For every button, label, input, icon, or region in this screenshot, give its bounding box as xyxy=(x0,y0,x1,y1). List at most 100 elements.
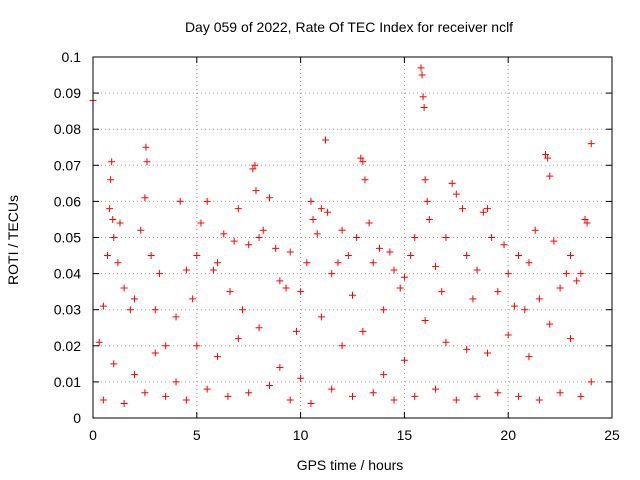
data-point xyxy=(286,396,294,404)
data-point xyxy=(566,335,574,343)
data-point xyxy=(297,288,305,296)
data-point xyxy=(230,237,238,245)
data-point xyxy=(141,194,149,202)
data-point xyxy=(535,295,543,303)
data-point xyxy=(483,349,491,357)
y-axis-ticks: 0 0.01 0.02 0.03 0.04 0.05 0.06 0.07 0.08 0.09 0.1 xyxy=(54,49,612,426)
data-point xyxy=(542,150,550,158)
data-point xyxy=(110,360,118,368)
data-point xyxy=(182,266,190,274)
data-point xyxy=(106,205,114,213)
data-point xyxy=(317,205,325,213)
data-point xyxy=(142,143,150,151)
data-point xyxy=(411,234,419,241)
data-point xyxy=(214,259,222,267)
data-point xyxy=(226,288,234,296)
data-point xyxy=(407,252,415,260)
y-tick-label: 0.02 xyxy=(54,338,81,354)
data-point xyxy=(259,226,267,234)
y-tick-label: 0 xyxy=(73,410,81,426)
data-point xyxy=(126,306,134,314)
y-tick-label: 0.05 xyxy=(54,230,81,246)
data-point xyxy=(338,226,346,234)
data-point xyxy=(400,356,408,364)
data-point xyxy=(577,270,585,278)
data-point xyxy=(463,345,471,353)
data-point xyxy=(535,396,543,404)
data-point xyxy=(500,241,508,249)
data-point xyxy=(193,252,201,260)
data-point xyxy=(473,392,481,400)
data-point xyxy=(162,392,170,400)
data-point xyxy=(255,234,263,241)
data-point xyxy=(432,385,440,393)
data-point xyxy=(359,327,367,335)
data-point xyxy=(322,136,330,144)
data-point xyxy=(116,219,124,227)
data-point xyxy=(390,396,398,404)
data-point xyxy=(459,205,467,213)
data-point xyxy=(172,378,180,386)
data-point xyxy=(155,270,163,278)
data-point xyxy=(95,338,103,346)
data-point xyxy=(147,252,155,260)
data-point xyxy=(151,306,159,314)
data-point xyxy=(272,244,280,252)
data-point xyxy=(525,353,533,361)
data-point xyxy=(344,252,352,260)
y-axis-title: ROTI / TECUs xyxy=(5,195,21,285)
data-point xyxy=(583,219,591,227)
data-point xyxy=(193,342,201,350)
data-point xyxy=(386,248,394,256)
data-point xyxy=(396,284,404,292)
x-tick-label: 10 xyxy=(293,427,309,443)
data-point xyxy=(276,363,284,371)
data-point xyxy=(265,194,273,202)
data-point xyxy=(587,140,595,148)
x-tick-label: 5 xyxy=(193,427,201,443)
data-point xyxy=(479,208,487,216)
data-point xyxy=(483,205,491,213)
data-point xyxy=(309,215,317,223)
data-point xyxy=(432,262,440,270)
data-point xyxy=(249,165,257,173)
data-point xyxy=(421,176,429,184)
y-tick-label: 0.08 xyxy=(54,121,81,137)
data-point xyxy=(442,338,450,346)
data-point xyxy=(525,259,533,267)
data-point xyxy=(214,353,222,361)
data-point xyxy=(369,389,377,397)
data-point xyxy=(110,234,118,241)
data-point xyxy=(109,215,117,223)
data-point xyxy=(276,277,284,285)
data-point xyxy=(546,320,554,328)
data-point xyxy=(375,244,383,252)
data-point xyxy=(313,230,321,238)
data-point xyxy=(515,392,523,400)
data-point xyxy=(234,335,242,343)
data-point xyxy=(220,230,228,238)
data-point xyxy=(234,205,242,213)
data-point xyxy=(99,302,107,310)
data-point xyxy=(328,385,336,393)
data-point xyxy=(531,226,539,234)
data-point xyxy=(357,154,365,162)
data-point xyxy=(176,197,184,205)
data-point xyxy=(566,252,574,260)
data-point xyxy=(452,396,460,404)
data-point xyxy=(120,400,128,408)
data-point xyxy=(361,176,369,184)
data-point xyxy=(417,64,425,72)
data-point xyxy=(99,396,107,404)
x-axis-ticks: 0 5 10 15 20 25 xyxy=(89,57,620,443)
data-point xyxy=(114,259,122,267)
data-point xyxy=(107,176,115,184)
data-point xyxy=(324,208,332,216)
data-point xyxy=(448,179,456,187)
x-tick-label: 15 xyxy=(397,427,413,443)
data-point xyxy=(515,252,523,260)
data-point xyxy=(463,252,471,260)
data-point xyxy=(556,284,564,292)
data-point xyxy=(143,158,151,166)
